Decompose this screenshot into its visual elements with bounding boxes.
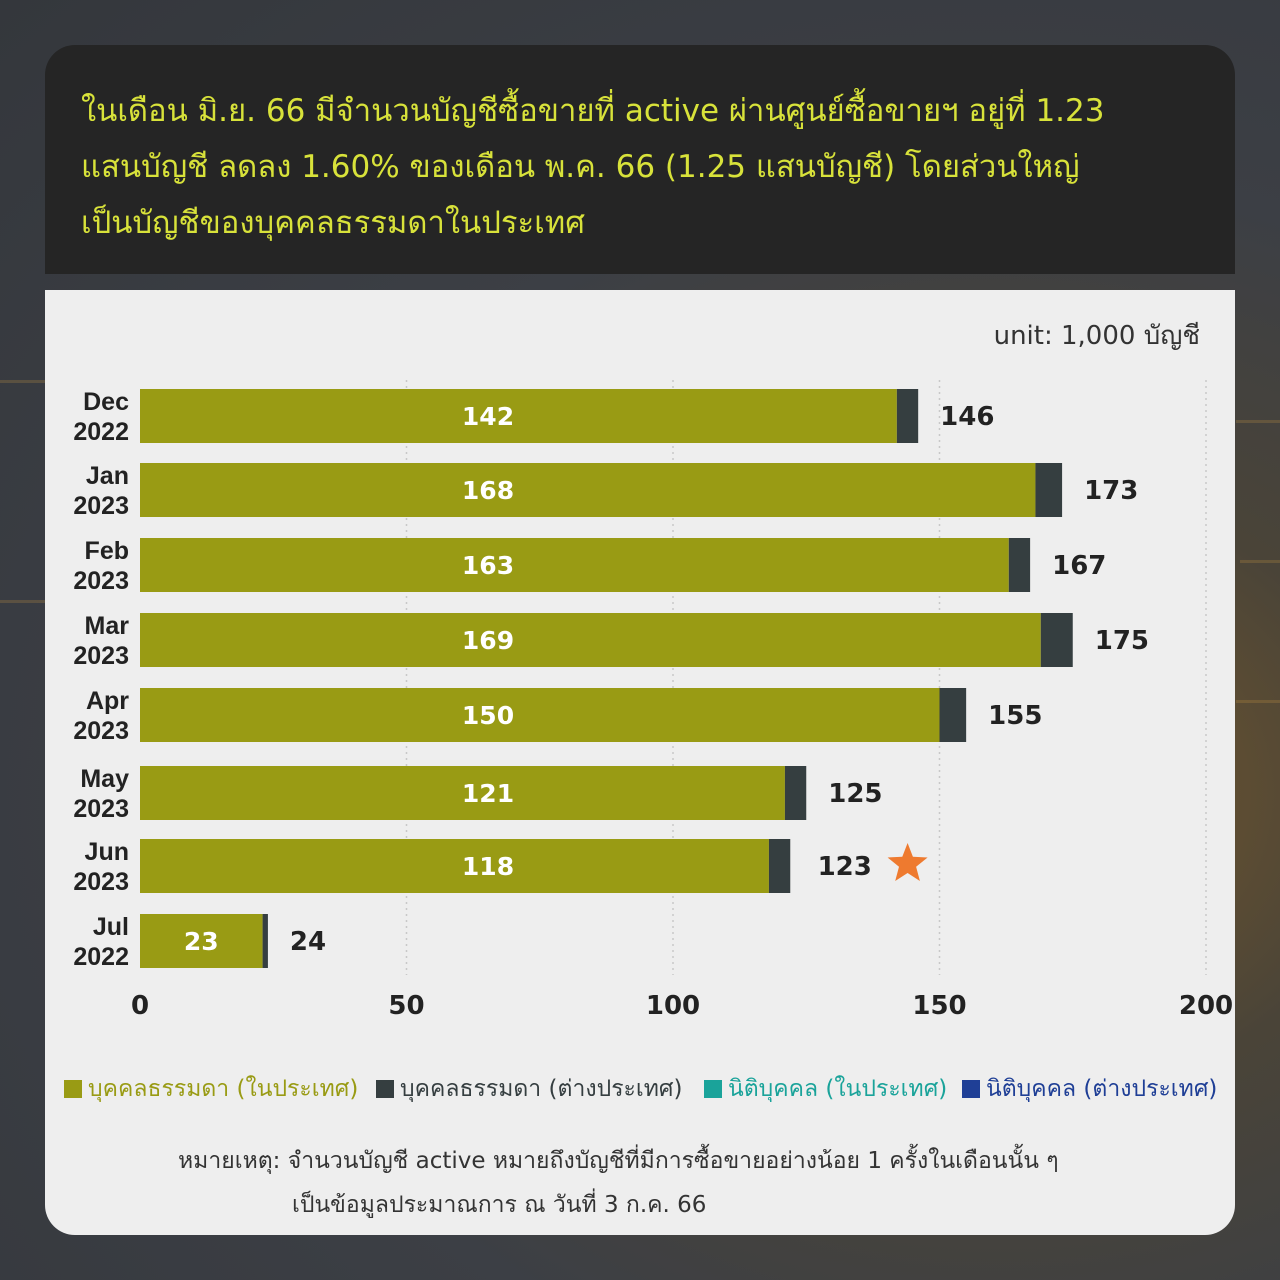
bar-value-label: 121 bbox=[462, 779, 514, 808]
bar-segment bbox=[140, 839, 769, 893]
bar-segment bbox=[939, 688, 967, 742]
bg-circuit-line bbox=[0, 600, 45, 603]
bar-value-label: 150 bbox=[462, 701, 514, 730]
x-tick-label: 0 bbox=[131, 991, 149, 1021]
headline-line-1: ในเดือน มิ.ย. 66 มีจำนวนบัญชีซื้อขายที่ … bbox=[81, 93, 1105, 129]
legend-label: บุคคลธรรมดา (ต่างประเทศ) bbox=[400, 1076, 683, 1102]
bar-total-label: 123 bbox=[818, 852, 872, 882]
bar-segment bbox=[140, 688, 940, 742]
bar-value-label: 23 bbox=[184, 927, 219, 956]
bar-segment bbox=[784, 766, 807, 820]
category-label-month: Jun bbox=[85, 838, 129, 866]
bar-value-label: 142 bbox=[462, 402, 514, 431]
bar-total-label: 173 bbox=[1084, 476, 1138, 506]
category-label-month: Apr bbox=[86, 687, 129, 715]
unit-label: unit: 1,000 บัญชี bbox=[993, 321, 1200, 351]
bar-segment bbox=[140, 463, 1036, 517]
bar-total-label: 146 bbox=[940, 402, 994, 432]
category-label-year: 2023 bbox=[73, 642, 129, 670]
legend-swatch bbox=[376, 1080, 394, 1098]
legend-swatch bbox=[962, 1080, 980, 1098]
category-label-year: 2023 bbox=[73, 492, 129, 520]
bg-circuit-line bbox=[0, 380, 45, 383]
legend-swatch bbox=[64, 1080, 82, 1098]
bg-circuit-line bbox=[1240, 560, 1280, 563]
x-tick-label: 200 bbox=[1179, 991, 1233, 1021]
bar-value-label: 168 bbox=[462, 476, 514, 505]
category-label-year: 2023 bbox=[73, 717, 129, 745]
category-label-month: May bbox=[80, 765, 129, 793]
legend-label: นิติบุคคล (ในประเทศ) bbox=[728, 1076, 948, 1102]
bar-segment bbox=[262, 914, 268, 968]
headline-box: ในเดือน มิ.ย. 66 มีจำนวนบัญชีซื้อขายที่ … bbox=[45, 45, 1235, 274]
bar-value-label: 118 bbox=[462, 852, 514, 881]
category-label-year: 2023 bbox=[73, 567, 129, 595]
category-label-year: 2023 bbox=[73, 868, 129, 896]
chart-panel bbox=[45, 290, 1235, 1235]
category-label-year: 2022 bbox=[73, 418, 129, 446]
category-label-month: Feb bbox=[85, 537, 129, 565]
legend-label: นิติบุคคล (ต่างประเทศ) bbox=[986, 1076, 1218, 1102]
category-label-month: Jan bbox=[86, 462, 129, 490]
bar-segment bbox=[140, 389, 897, 443]
bar-segment bbox=[140, 538, 1009, 592]
legend: บุคคลธรรมดา (ในประเทศ) บุคคลธรรมดา (ต่าง… bbox=[64, 1073, 1234, 1107]
bar-total-label: 24 bbox=[290, 927, 326, 957]
bar-total-label: 155 bbox=[988, 701, 1042, 731]
bar-segment bbox=[896, 389, 919, 443]
bar-segment bbox=[1040, 613, 1073, 667]
bar-total-label: 175 bbox=[1095, 626, 1149, 656]
bar-segment bbox=[140, 613, 1041, 667]
bar-segment bbox=[140, 914, 263, 968]
bg-circuit-line bbox=[1236, 420, 1280, 423]
bar-value-label: 163 bbox=[462, 551, 514, 580]
bar-segment bbox=[1035, 463, 1063, 517]
note-line-1: หมายเหตุ: จำนวนบัญชี active หมายถึงบัญชี… bbox=[178, 1148, 1059, 1174]
headline-line-2: แสนบัญชี ลดลง 1.60% ของเดือน พ.ค. 66 (1.… bbox=[81, 149, 1080, 185]
bar-total-label: 125 bbox=[828, 779, 882, 809]
legend-label: บุคคลธรรมดา (ในประเทศ) bbox=[88, 1076, 359, 1102]
bar-segment bbox=[768, 839, 791, 893]
bar-segment bbox=[1008, 538, 1031, 592]
category-label-year: 2022 bbox=[73, 943, 129, 971]
headline-line-3: เป็นบัญชีของบุคคลธรรมดาในประเทศ bbox=[81, 205, 585, 241]
highlight-star-icon bbox=[887, 843, 928, 881]
bar-value-label: 169 bbox=[462, 626, 514, 655]
x-tick-label: 50 bbox=[388, 991, 424, 1021]
category-label-month: Dec bbox=[83, 388, 129, 416]
category-label-month: Jul bbox=[93, 913, 129, 941]
bg-circuit-line bbox=[1236, 700, 1280, 703]
category-label-month: Mar bbox=[85, 612, 130, 640]
category-label-year: 2023 bbox=[73, 795, 129, 823]
bar-segment bbox=[140, 766, 785, 820]
note-line-2: เป็นข้อมูลประมาณการ ณ วันที่ 3 ก.ค. 66 bbox=[292, 1192, 707, 1218]
x-tick-label: 100 bbox=[646, 991, 700, 1021]
x-tick-label: 150 bbox=[912, 991, 966, 1021]
bar-total-label: 167 bbox=[1052, 551, 1106, 581]
legend-swatch bbox=[704, 1080, 722, 1098]
